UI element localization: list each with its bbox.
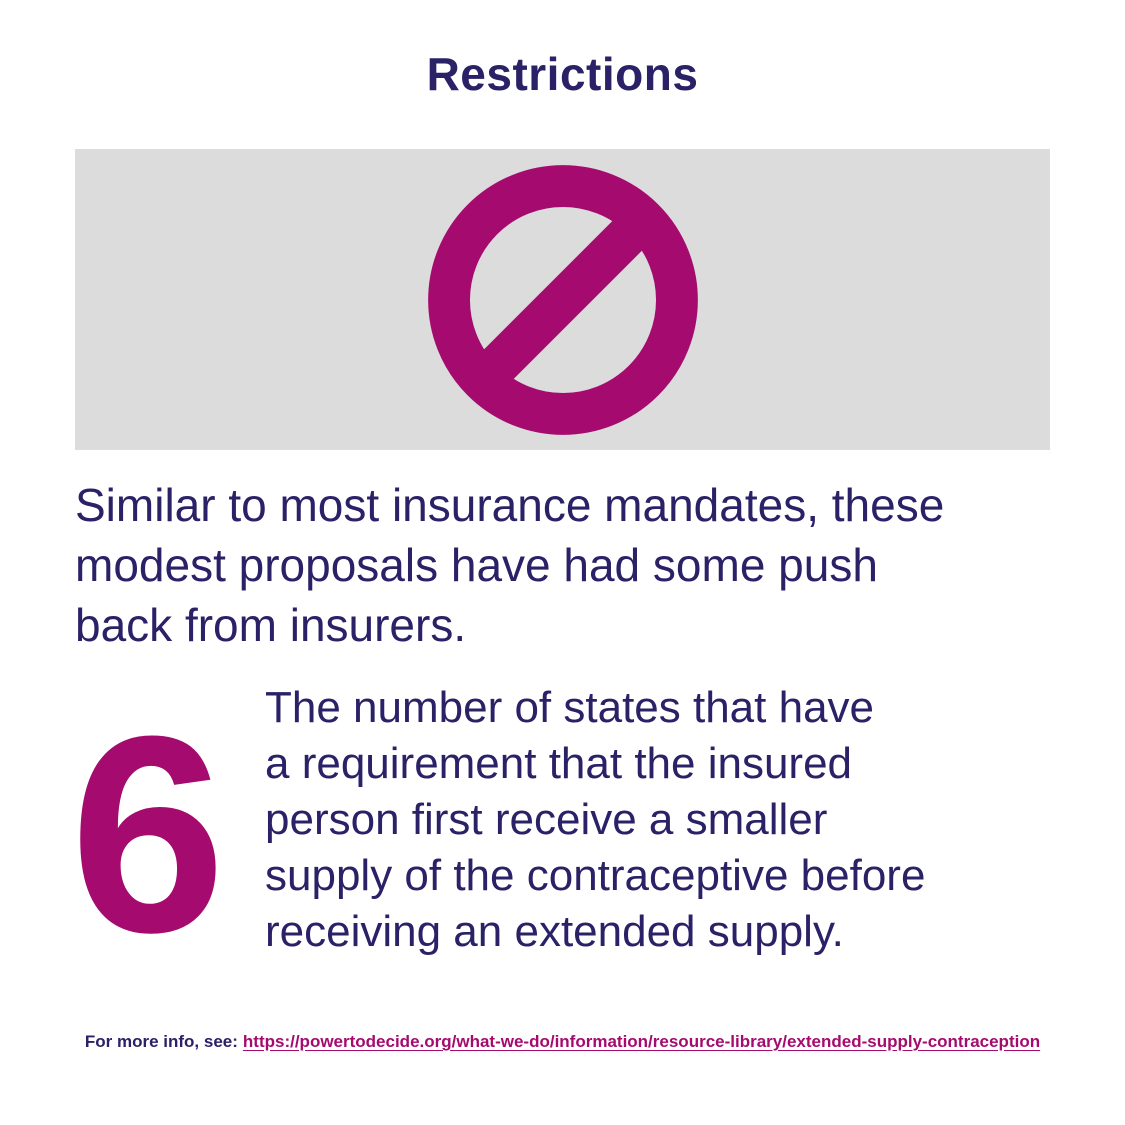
footer-resource-link[interactable]: https://powertodecide.org/what-we-do/inf… bbox=[242, 1032, 1041, 1051]
stat-line: a requirement that the insured bbox=[265, 739, 853, 788]
stat-line: supply of the contraceptive before bbox=[265, 851, 926, 900]
footer-prefix-label: For more info, see: bbox=[84, 1032, 238, 1051]
no-symbol-icon bbox=[427, 164, 698, 435]
stat-line: receiving an extended supply. bbox=[265, 907, 844, 956]
banner bbox=[75, 149, 1050, 450]
intro-line: Similar to most insurance mandates, thes… bbox=[75, 479, 945, 531]
footer: For more info, see: https://powertodecide… bbox=[0, 1030, 1125, 1054]
intro-line: back from insurers. bbox=[75, 599, 467, 651]
stat-line: The number of states that have bbox=[265, 683, 875, 732]
no-symbol-ring bbox=[427, 164, 698, 435]
intro-paragraph: Similar to most insurance mandates, thes… bbox=[75, 475, 1065, 655]
intro-line: modest proposals have had some push bbox=[75, 539, 878, 591]
stat-description: The number of states that have a require… bbox=[265, 680, 1065, 960]
stat-line: person first receive a smaller bbox=[265, 795, 828, 844]
stat-number: 6 bbox=[70, 679, 226, 991]
no-symbol-slash bbox=[468, 205, 657, 394]
page-title: Restrictions bbox=[426, 48, 699, 100]
